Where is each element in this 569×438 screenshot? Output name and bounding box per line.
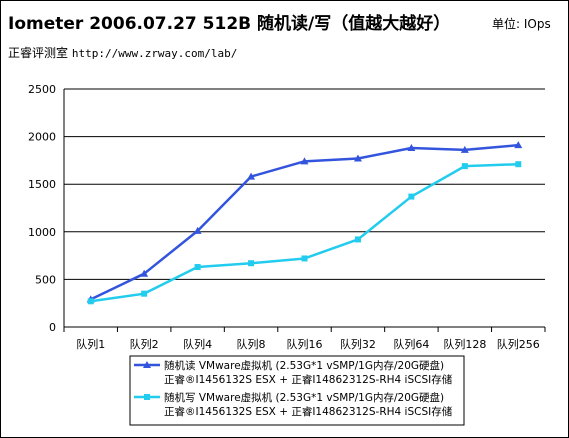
y-tick-label: 0 <box>49 321 56 334</box>
data-point <box>515 161 522 168</box>
data-point <box>87 298 94 305</box>
x-tick-label: 队列2 <box>130 337 159 351</box>
y-tick-label: 1500 <box>28 178 56 191</box>
legend-item-2: 随机写 VMware虚拟机 (2.53G*1 vSMP/1G内存/20G硬盘)正… <box>134 391 453 418</box>
data-point <box>247 172 256 180</box>
series-2 <box>87 161 522 305</box>
x-tick-label: 队列4 <box>183 337 212 351</box>
data-point <box>407 144 416 152</box>
legend-label-detail: 正睿®I1456132S ESX + 正睿I14862312S-RH4 iSCS… <box>164 405 453 418</box>
data-point <box>301 255 308 262</box>
legend-swatch-marker <box>143 361 151 368</box>
chart-title: Iometer 2006.07.27 512B 随机读/写（值越大越好） <box>8 14 451 34</box>
source-name: 正睿评测室 <box>8 46 69 60</box>
unit-label: 单位: IOps <box>492 17 551 31</box>
series-line <box>90 143 519 301</box>
legend-label: 随机读 VMware虚拟机 (2.53G*1 vSMP/1G内存/20G硬盘) <box>164 359 444 372</box>
x-tick-label: 队列32 <box>340 337 376 351</box>
y-tick-label: 2500 <box>28 83 56 96</box>
legend-box <box>129 355 465 426</box>
legend-label-detail: 正睿®I1456132S ESX + 正睿I14862312S-RH4 iSCS… <box>164 373 453 386</box>
y-tick-label: 1000 <box>28 226 56 239</box>
data-point <box>193 226 202 234</box>
data-point <box>140 269 149 277</box>
x-tick-label: 队列256 <box>497 337 540 351</box>
series-line <box>90 162 519 303</box>
source-url: http://www.zrway.com/lab/ <box>71 47 238 60</box>
x-tick-label: 队列8 <box>237 337 266 351</box>
data-point <box>353 154 362 162</box>
data-point <box>300 157 309 165</box>
data-point <box>460 145 469 153</box>
data-point <box>248 260 255 267</box>
data-point <box>408 193 415 200</box>
data-point <box>141 290 148 297</box>
legend-label: 随机写 VMware虚拟机 (2.53G*1 vSMP/1G内存/20G硬盘) <box>164 391 444 404</box>
data-point <box>514 141 523 149</box>
x-tick-label: 队列16 <box>287 337 323 351</box>
x-tick-label: 队列64 <box>393 337 429 351</box>
legend-item-1: 随机读 VMware虚拟机 (2.53G*1 vSMP/1G内存/20G硬盘)正… <box>134 359 453 386</box>
data-point <box>354 236 361 243</box>
y-tick-label: 2000 <box>28 131 56 144</box>
source-caption: 正睿评测室 http://www.zrway.com/lab/ <box>8 44 237 61</box>
data-point <box>461 163 468 170</box>
x-tick-label: 队列128 <box>443 337 486 351</box>
y-tick-label: 500 <box>35 273 56 286</box>
x-tick-label: 队列1 <box>76 337 105 351</box>
data-point <box>194 264 201 271</box>
series-1 <box>86 141 523 303</box>
legend-swatch-marker <box>144 394 150 400</box>
